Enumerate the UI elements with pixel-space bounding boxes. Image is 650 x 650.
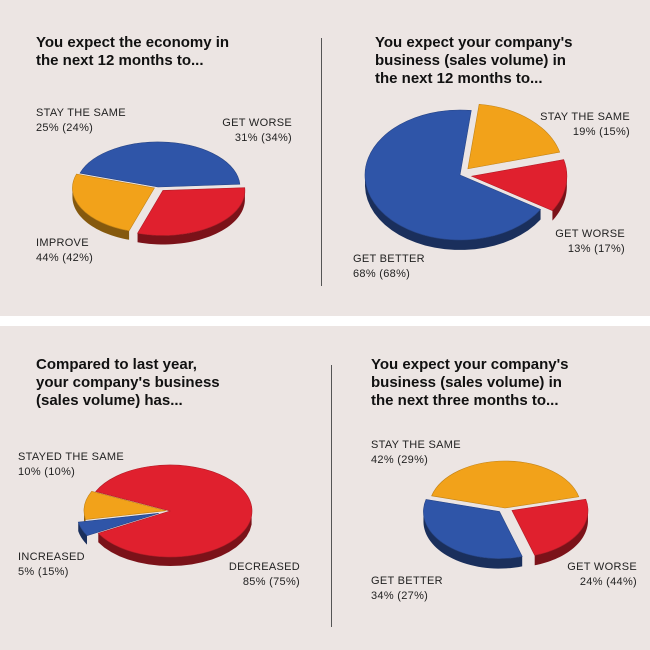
slice-value: 44% (42%) — [36, 252, 94, 264]
slice-label-improve: IMPROVE 44% (42%) — [36, 236, 93, 266]
slice-label-increased: INCREASED 5% (15%) — [18, 550, 85, 580]
slice-value: 68% (68%) — [353, 268, 411, 280]
pie-slice-side — [72, 187, 130, 240]
slice-value: 31% (34%) — [234, 132, 292, 144]
pie-slice-side — [552, 175, 567, 221]
slice-value: 5% (15%) — [18, 566, 69, 578]
slice-value: 25% (24%) — [36, 122, 94, 134]
slice-name: INCREASED — [18, 551, 85, 563]
slice-value: 24% (44%) — [579, 576, 637, 588]
slice-label-stayed-the-same: STAYED THE SAME 10% (10%) — [18, 450, 124, 480]
slice-label-get-worse: GET WORSE 13% (17%) — [535, 227, 625, 257]
pie-slice-side — [423, 511, 523, 569]
pie-slice-get-worse — [470, 159, 568, 212]
pie-chart — [364, 103, 568, 250]
panel-separator — [0, 316, 650, 326]
slice-name: GET WORSE — [567, 561, 637, 573]
divider-top — [321, 38, 322, 286]
slice-name: IMPROVE — [36, 237, 89, 249]
slice-value: 19% (15%) — [572, 126, 630, 138]
title-line: the next 12 months to... — [36, 52, 204, 69]
slice-name: DECREASED — [228, 561, 300, 573]
pie-slice-decreased — [95, 464, 253, 558]
slice-label-decreased: DECREASED 85% (75%) — [210, 560, 300, 590]
title-line: the next 12 months to... — [375, 70, 543, 87]
slice-value: 13% (17%) — [567, 243, 625, 255]
slice-label-get-better: GET BETTER 68% (68%) — [353, 252, 425, 282]
slice-value: 42% (29%) — [371, 454, 429, 466]
slice-label-stay-the-same: STAY THE SAME 25% (24%) — [36, 106, 126, 136]
pie-slice-stay-the-same — [467, 103, 561, 170]
slice-label-get-worse: GET WORSE 31% (34%) — [200, 116, 292, 146]
title-line: You expect your company's — [371, 356, 569, 373]
slice-name: STAY THE SAME — [36, 107, 126, 119]
pie-slice-stay-the-same — [431, 460, 580, 509]
chart-vs-last-year: Compared to last year, your company's bu… — [0, 326, 325, 626]
slice-name: STAY THE SAME — [371, 439, 461, 451]
chart-title: You expect your company's business (sale… — [375, 34, 573, 88]
pie-slice-get-worse — [511, 498, 589, 556]
pie-slice-improve — [79, 141, 241, 188]
pie-slice-side — [137, 189, 245, 245]
chart-title: You expect the economy in the next 12 mo… — [36, 34, 229, 70]
slice-label-get-better: GET BETTER 34% (27%) — [371, 574, 443, 604]
pie-slice-increased — [77, 513, 159, 536]
pie-slice-get-better — [423, 499, 523, 559]
pie-slice-side — [534, 509, 588, 566]
slice-label-stay-the-same: STAY THE SAME 42% (29%) — [371, 438, 461, 468]
pie-slice-stayed-the-same — [83, 490, 167, 520]
title-line: You expect your company's — [375, 34, 573, 51]
slice-name: GET BETTER — [371, 575, 443, 587]
slice-name: GET WORSE — [555, 228, 625, 240]
chart-business-3-months: You expect your company's business (sale… — [325, 326, 650, 626]
slice-name: STAYED THE SAME — [18, 451, 124, 463]
pie-slice-get-worse — [137, 187, 246, 236]
chart-title: Compared to last year, your company's bu… — [36, 356, 220, 410]
slice-name: GET BETTER — [353, 253, 425, 265]
pie-chart — [72, 141, 246, 245]
title-line: Compared to last year, — [36, 356, 197, 373]
slice-value: 85% (75%) — [242, 576, 300, 588]
pie-chart — [77, 464, 253, 566]
title-line: You expect the economy in — [36, 34, 230, 51]
pie-slice-side — [98, 515, 252, 566]
slice-name: STAY THE SAME — [540, 111, 630, 123]
slice-label-get-worse: GET WORSE 24% (44%) — [533, 560, 637, 590]
slice-value: 10% (10%) — [18, 466, 76, 478]
slice-name: GET WORSE — [222, 117, 292, 129]
pie-chart — [423, 460, 589, 569]
pie-slice-stay-the-same — [72, 173, 155, 232]
title-line: (sales volume) has... — [36, 392, 183, 409]
chart-economy-12-months: You expect the economy in the next 12 mo… — [0, 0, 325, 300]
title-line: business (sales volume) in — [371, 374, 562, 391]
title-line: the next three months to... — [371, 392, 559, 409]
chart-business-12-months: You expect your company's business (sale… — [325, 0, 650, 300]
slice-value: 34% (27%) — [371, 590, 429, 602]
pie-slice-side — [78, 522, 88, 545]
title-line: business (sales volume) in — [375, 52, 566, 69]
chart-title: You expect your company's business (sale… — [371, 356, 569, 410]
title-line: your company's business — [36, 374, 220, 391]
divider-bottom — [331, 365, 332, 627]
pie-slice-get-better — [364, 109, 542, 241]
slice-label-stay-the-same: STAY THE SAME 19% (15%) — [525, 110, 630, 140]
pie-slice-side — [365, 176, 541, 250]
